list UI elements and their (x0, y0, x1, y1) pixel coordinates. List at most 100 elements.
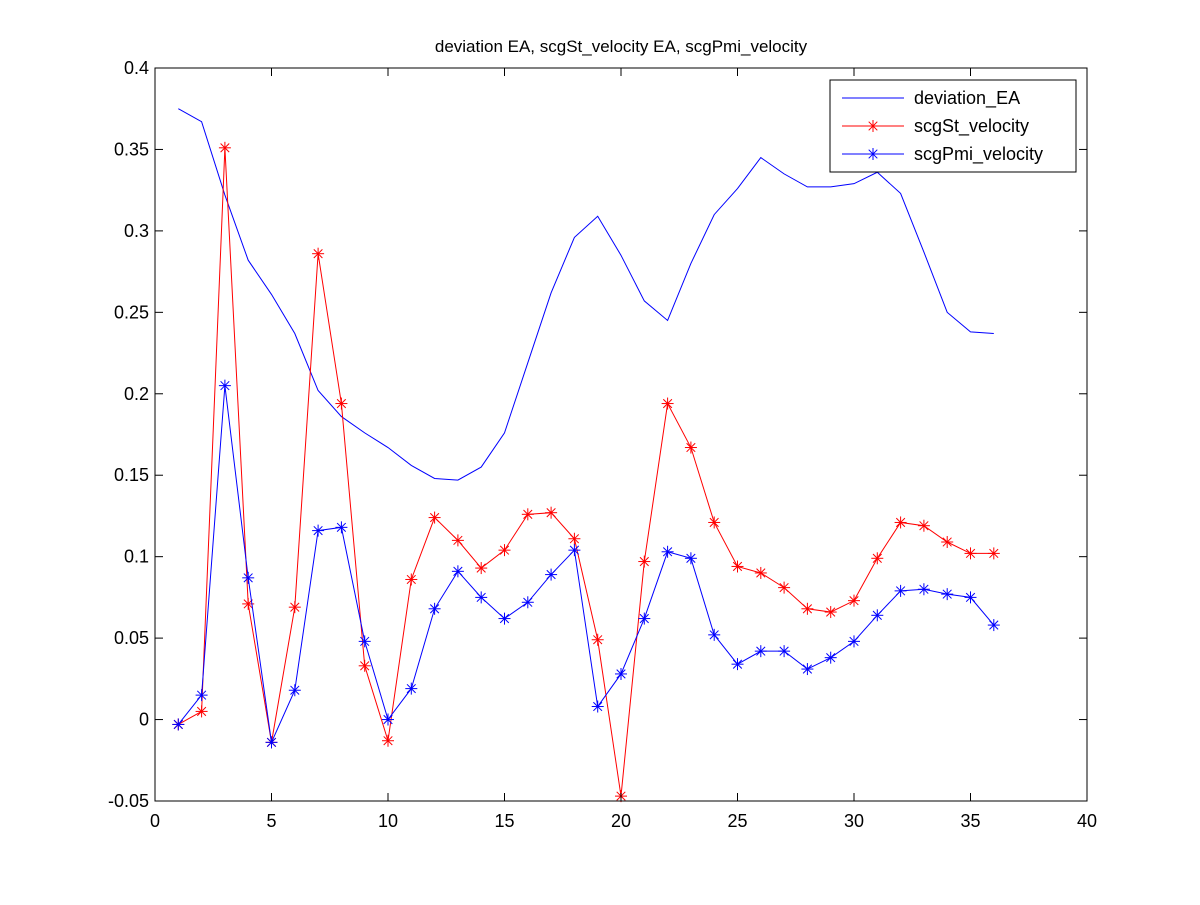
data-point-marker (731, 560, 744, 573)
data-point-marker (778, 645, 791, 658)
legend-label: deviation_EA (914, 88, 1020, 109)
x-tick-label: 15 (494, 811, 514, 831)
data-point-marker (475, 591, 488, 604)
x-tick-label: 40 (1077, 811, 1097, 831)
data-point-marker (708, 516, 721, 529)
data-point-marker (987, 619, 1000, 632)
legend-item: scgPmi_velocity (842, 144, 1043, 165)
data-point-marker (894, 584, 907, 597)
data-point-marker (428, 511, 441, 524)
data-point-marker (917, 583, 930, 596)
data-point-marker (591, 700, 604, 713)
x-tick-label: 35 (960, 811, 980, 831)
x-tick-label: 20 (611, 811, 631, 831)
data-point-marker (545, 568, 558, 581)
chart-title: deviation EA, scgSt_velocity EA, scgPmi_… (435, 37, 808, 56)
data-point-marker (848, 635, 860, 648)
data-point-marker (521, 508, 534, 521)
data-point-marker (451, 565, 464, 578)
legend-item: scgSt_velocity (842, 116, 1029, 137)
data-point-marker (824, 606, 837, 619)
data-point-marker (801, 663, 814, 676)
data-point-marker (778, 581, 791, 594)
legend-item: deviation_EA (842, 88, 1020, 109)
data-point-marker (335, 521, 348, 534)
data-point-marker (195, 689, 208, 702)
legend-items: deviation_EA scgSt_velocity scgPmi_velocit… (842, 88, 1043, 165)
data-point-marker (568, 544, 581, 557)
series-deviation-EA (178, 108, 994, 481)
data-point-marker (661, 397, 674, 410)
x-tick-label: 25 (727, 811, 747, 831)
data-point-marker (451, 534, 464, 547)
legend-label: scgPmi_velocity (914, 144, 1043, 165)
series-line (178, 147, 994, 797)
data-point-marker (405, 682, 418, 695)
data-point-marker (405, 573, 418, 586)
y-tick-label: -0.05 (108, 791, 149, 811)
data-point-marker (964, 591, 977, 604)
data-point-marker (172, 718, 185, 731)
data-point-marker (382, 734, 394, 747)
data-point-marker (288, 684, 301, 697)
x-tick-label: 5 (266, 811, 276, 831)
plot-series (172, 108, 1000, 803)
data-point-marker (545, 506, 558, 519)
data-point-marker (848, 594, 860, 607)
data-point-marker (335, 397, 348, 410)
data-point-marker (754, 566, 767, 579)
series-scgPmi-velocity (172, 379, 1000, 749)
data-point-marker (242, 571, 255, 584)
data-point-marker (661, 545, 674, 558)
data-point-marker (591, 633, 604, 646)
data-point-marker (941, 536, 954, 549)
data-point-marker (521, 596, 534, 609)
data-point-marker (964, 547, 977, 560)
y-tick-label: 0.3 (124, 221, 149, 241)
data-point-marker (265, 736, 278, 749)
y-tick-label: 0.4 (124, 58, 149, 78)
data-point-marker (358, 659, 371, 672)
x-tick-label: 0 (150, 811, 160, 831)
series-line (177, 385, 995, 745)
y-axis: -0.05 0 0.05 0.1 0.15 0.2 0.25 0.3 0.35 0.4 (108, 58, 1087, 811)
data-point-marker (941, 588, 954, 601)
data-point-marker (615, 667, 627, 680)
data-point-marker (871, 552, 884, 565)
y-tick-label: 0.2 (124, 384, 149, 404)
x-tick-label: 10 (378, 811, 398, 831)
data-point-marker (987, 547, 1000, 560)
y-tick-label: 0 (139, 710, 149, 730)
legend-marker (867, 148, 879, 160)
data-point-marker (475, 562, 488, 575)
legend-label: scgSt_velocity (914, 116, 1029, 137)
y-tick-label: 0.05 (114, 628, 149, 648)
data-point-marker (288, 601, 301, 614)
data-point-marker (754, 645, 767, 658)
data-point-marker (568, 532, 581, 545)
data-point-marker (428, 602, 441, 615)
data-point-marker (917, 519, 930, 532)
data-point-marker (358, 635, 371, 648)
y-tick-label: 0.35 (114, 139, 149, 159)
data-point-marker (218, 141, 231, 154)
data-point-marker (498, 612, 511, 625)
data-point-marker (498, 544, 511, 557)
y-tick-label: 0.1 (124, 547, 149, 567)
legend-marker (867, 120, 879, 132)
series-scgSt-velocity (172, 141, 1000, 803)
data-point-marker (218, 379, 231, 392)
data-point-marker (638, 612, 651, 625)
data-point-marker (894, 516, 907, 529)
data-point-marker (684, 552, 697, 565)
data-point-marker (195, 705, 208, 718)
data-point-marker (684, 441, 697, 454)
series-line (178, 108, 994, 481)
data-point-marker (801, 602, 814, 615)
x-tick-label: 30 (844, 811, 864, 831)
data-point-marker (731, 658, 744, 671)
data-point-marker (312, 524, 325, 537)
y-tick-label: 0.15 (114, 465, 149, 485)
